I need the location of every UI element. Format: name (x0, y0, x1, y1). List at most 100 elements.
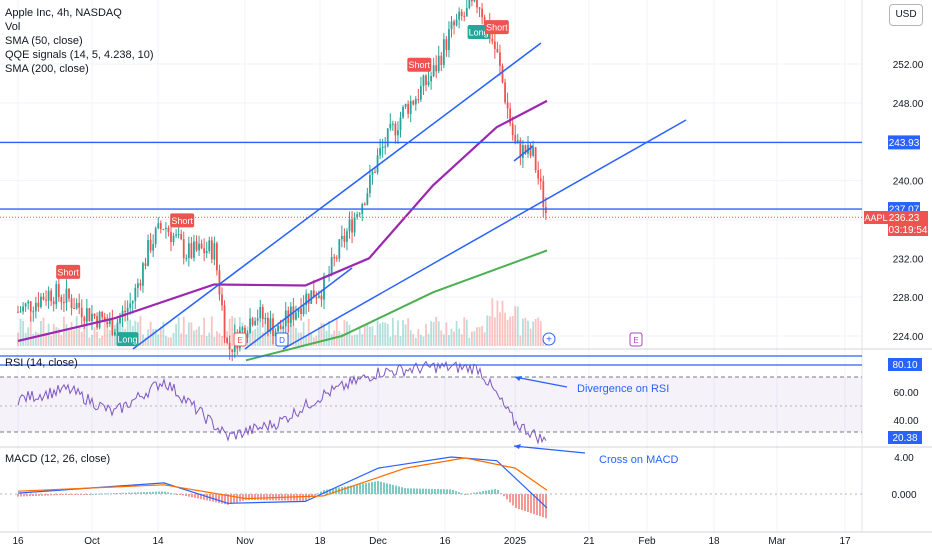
candle-body (279, 325, 282, 330)
macd-title[interactable]: MACD (12, 26, close) (5, 453, 111, 465)
annotation-arrow (513, 445, 586, 454)
macd-histogram-bar (50, 494, 52, 496)
candle-body (223, 305, 226, 339)
volume-bar (506, 319, 509, 346)
candle-body (244, 327, 246, 338)
indicator-qqe[interactable]: QQE signals (14, 5, 4.238, 10) (5, 49, 154, 61)
volume-bar (397, 320, 399, 346)
candle-body (152, 244, 155, 251)
macd-histogram-bar (491, 489, 493, 494)
dividend-marker (275, 332, 289, 347)
volume-bar (481, 326, 483, 346)
macd-histogram-bar (410, 488, 412, 494)
volume-bar (292, 325, 295, 346)
candle-body (340, 235, 343, 240)
candle-body (369, 175, 371, 194)
time-tick: 21 (583, 536, 595, 547)
candle-body (532, 147, 534, 156)
macd-histogram-bar (431, 488, 433, 494)
macd-histogram-bar (182, 494, 184, 496)
candle-body (172, 235, 175, 243)
volume-bar (463, 317, 466, 346)
macd-histogram-bar (20, 494, 22, 497)
volume-bar (167, 337, 170, 346)
countdown-label: 03:19:54 (889, 225, 928, 236)
volume-bar (175, 324, 177, 346)
candle-body (524, 145, 527, 154)
signal-label: Short (171, 216, 193, 226)
candle-body (511, 123, 514, 136)
volume-bar (351, 335, 353, 346)
trendline (132, 42, 542, 350)
candle-body (241, 327, 244, 331)
volume-bar (371, 326, 374, 346)
candle-body (534, 147, 537, 171)
rsi-badge-bottom-label: 20.38 (892, 433, 917, 444)
candle-body (147, 240, 149, 266)
candle-body (83, 317, 86, 322)
candle-body (338, 239, 341, 259)
candle-body (460, 11, 463, 16)
candle-body (323, 275, 325, 300)
candle-body (427, 81, 430, 85)
volume-bar (524, 317, 527, 346)
volume-bar (96, 331, 98, 346)
macd-histogram-bar (35, 494, 37, 496)
macd-histogram-bar (131, 492, 133, 494)
macd-histogram-bar (101, 493, 103, 495)
macd-histogram-bar (245, 494, 247, 500)
trendline (282, 119, 687, 350)
macd-histogram-bar (512, 494, 514, 506)
volume-bar (519, 335, 522, 346)
candle-body (476, 0, 478, 8)
candle-body (435, 65, 438, 72)
macd-histogram-bar (488, 490, 490, 494)
volume-bar (63, 316, 65, 346)
volume-bar (417, 329, 420, 346)
volume-bar (126, 317, 129, 346)
volume-bar (391, 317, 394, 346)
volume-bar (394, 335, 397, 346)
candle-body (374, 171, 376, 173)
macd-histogram-bar (170, 492, 172, 494)
volume-bar (85, 319, 88, 346)
volume-bar (455, 320, 458, 346)
candle-body (376, 155, 379, 173)
candle-body (463, 15, 466, 17)
candle-body (55, 284, 58, 305)
macd-histogram-bar (134, 492, 136, 494)
candle-body (45, 299, 47, 301)
candle-body (261, 306, 264, 320)
macd-histogram-bar (533, 494, 535, 515)
indicator-vol[interactable]: Vol (5, 21, 21, 33)
candle-body (542, 181, 545, 207)
earnings-marker (629, 332, 643, 347)
volume-bar (139, 316, 142, 346)
candle-body (353, 217, 356, 233)
volume-bar (504, 312, 506, 346)
sma50-line (17, 99, 548, 342)
rsi-badge-bottom (888, 431, 922, 444)
indicator-sma200[interactable]: SMA (200, close) (5, 63, 89, 75)
macd-histogram-bar (506, 494, 508, 500)
candle-body (73, 308, 75, 310)
volume-bar (440, 330, 443, 346)
earnings-marker-label: E (633, 336, 638, 345)
annotation-arrowhead (515, 376, 522, 381)
volume-bar (468, 337, 471, 346)
macd-histogram-bar (29, 494, 31, 497)
candle-body (50, 290, 53, 302)
macd-histogram-bar (191, 494, 193, 498)
candle-body (42, 296, 45, 300)
volume-bar (75, 316, 78, 346)
macd-histogram-bar (236, 494, 238, 503)
macd-histogram-bar (107, 493, 109, 495)
currency-button[interactable]: USD (889, 4, 923, 26)
volume-bar (180, 333, 183, 346)
volume-bar (52, 323, 55, 346)
rsi-title[interactable]: RSI (14, close) (5, 357, 78, 369)
macd-histogram-bar (494, 489, 496, 494)
indicator-sma50[interactable]: SMA (50, close) (5, 35, 83, 47)
